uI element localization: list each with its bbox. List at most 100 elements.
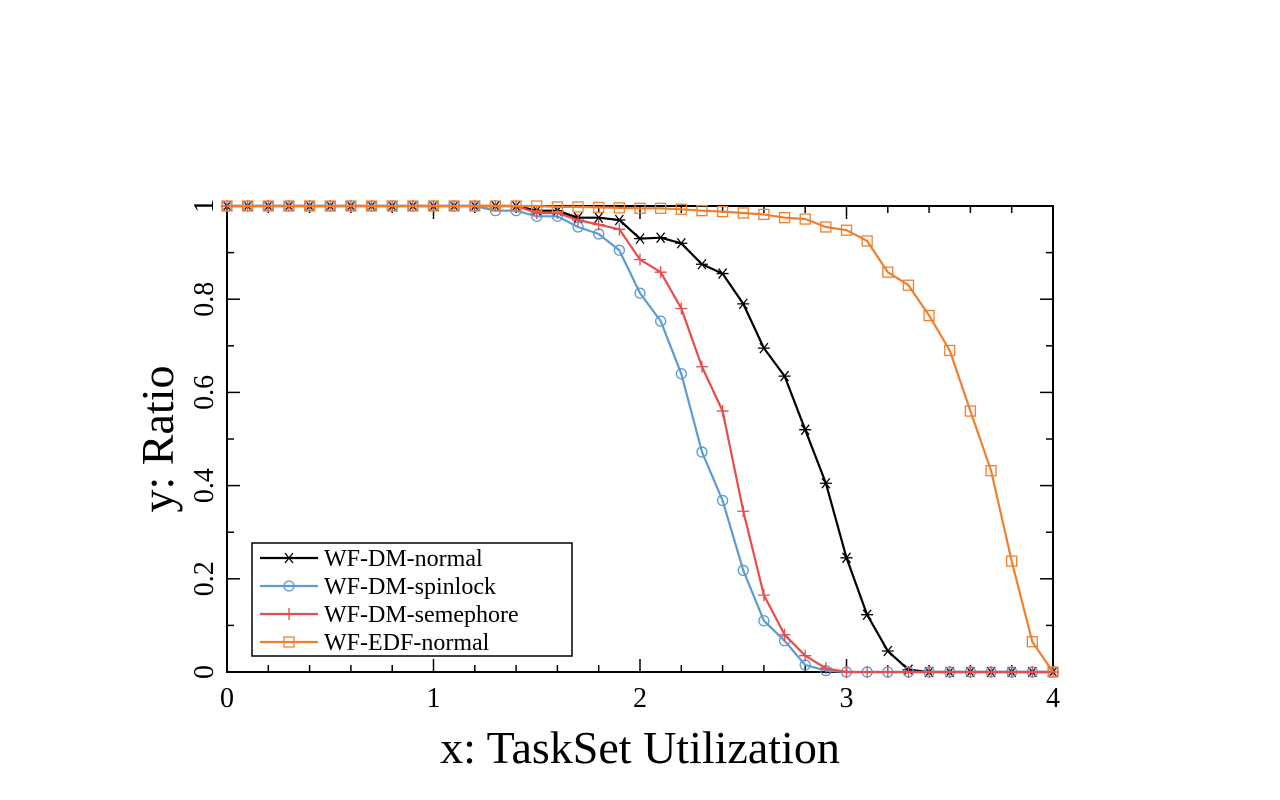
data-point bbox=[840, 666, 853, 678]
y-tick-label: 0.6 bbox=[189, 375, 220, 410]
data-point bbox=[985, 465, 997, 477]
data-point bbox=[882, 266, 894, 278]
data-point bbox=[778, 211, 791, 224]
data-point bbox=[675, 368, 687, 380]
y-axis-title: y: Ratio bbox=[132, 366, 183, 513]
data-point bbox=[757, 342, 770, 354]
legend-label: WF-DM-normal bbox=[324, 546, 483, 572]
data-point bbox=[510, 200, 522, 212]
data-point bbox=[923, 309, 935, 322]
x-tick-label: 3 bbox=[840, 683, 854, 714]
data-point bbox=[902, 279, 915, 291]
data-point bbox=[407, 200, 419, 212]
data-point bbox=[737, 298, 750, 310]
data-point bbox=[820, 221, 832, 233]
data-point bbox=[716, 205, 729, 218]
data-point bbox=[613, 223, 626, 236]
data-point bbox=[283, 580, 295, 592]
data-point bbox=[985, 666, 998, 678]
legend-item: WF-DM-semephore bbox=[260, 602, 519, 628]
data-point bbox=[716, 405, 729, 418]
data-point bbox=[551, 206, 564, 219]
x-tick-label: 1 bbox=[427, 683, 441, 714]
legend-label: WF-EDF-normal bbox=[324, 630, 490, 656]
x-tick-label: 4 bbox=[1046, 683, 1060, 714]
series-WF-EDF-normal bbox=[221, 200, 1059, 678]
data-point bbox=[696, 446, 708, 458]
data-point bbox=[840, 552, 853, 564]
series-line bbox=[227, 204, 1054, 673]
data-point bbox=[757, 589, 770, 602]
y-tick-label: 0 bbox=[189, 665, 220, 679]
data-point bbox=[1005, 666, 1018, 678]
data-point bbox=[799, 213, 811, 225]
data-point bbox=[861, 666, 874, 678]
data-point bbox=[840, 224, 853, 236]
data-point bbox=[675, 302, 688, 315]
data-point bbox=[758, 208, 770, 221]
data-point bbox=[655, 202, 667, 214]
data-point bbox=[902, 666, 915, 678]
data-point bbox=[283, 636, 295, 648]
y-tick-label: 0.2 bbox=[189, 561, 220, 596]
data-point bbox=[881, 645, 894, 657]
data-point bbox=[613, 202, 625, 214]
data-point bbox=[737, 564, 749, 577]
data-point bbox=[654, 266, 667, 279]
data-point bbox=[283, 552, 295, 564]
data-point bbox=[592, 212, 605, 224]
data-point bbox=[716, 494, 729, 507]
data-point bbox=[448, 200, 460, 212]
data-point bbox=[634, 253, 646, 266]
data-point bbox=[531, 200, 543, 212]
data-point bbox=[655, 315, 667, 327]
legend-item: WF-EDF-normal bbox=[260, 630, 490, 656]
data-point bbox=[613, 214, 626, 226]
data-point bbox=[283, 608, 295, 620]
data-point bbox=[737, 207, 749, 219]
data-point bbox=[778, 370, 791, 382]
data-point bbox=[469, 200, 481, 212]
legend: WF-DM-normalWF-DM-spinlockWF-DM-semephor… bbox=[251, 542, 573, 657]
data-point bbox=[819, 662, 832, 675]
data-point bbox=[964, 666, 977, 678]
data-point bbox=[613, 244, 625, 256]
x-axis-title: x: TaskSet Utilization bbox=[440, 722, 840, 773]
x-tick-label: 0 bbox=[220, 683, 234, 714]
data-point bbox=[944, 344, 956, 357]
data-point bbox=[778, 628, 791, 641]
data-point bbox=[964, 405, 977, 417]
data-point bbox=[737, 505, 750, 518]
data-point bbox=[695, 360, 708, 373]
data-point bbox=[283, 200, 295, 212]
data-point bbox=[303, 200, 316, 212]
y-tick-label: 0.8 bbox=[189, 282, 220, 317]
data-point bbox=[324, 200, 336, 212]
legend-label: WF-DM-semephore bbox=[324, 602, 519, 628]
data-point bbox=[634, 202, 646, 214]
data-point bbox=[943, 666, 956, 678]
data-point bbox=[592, 218, 605, 231]
data-point bbox=[221, 200, 233, 212]
data-point bbox=[489, 200, 502, 212]
legend-label: WF-DM-spinlock bbox=[324, 574, 496, 600]
x-tick-label: 2 bbox=[633, 683, 647, 714]
data-point bbox=[675, 203, 687, 215]
data-point bbox=[1026, 666, 1039, 678]
legend-box bbox=[251, 542, 573, 657]
y-tick-label: 1 bbox=[189, 199, 220, 213]
data-point bbox=[427, 200, 440, 212]
data-point bbox=[345, 200, 357, 212]
data-point bbox=[654, 232, 667, 244]
data-point bbox=[572, 213, 585, 226]
data-point bbox=[1006, 555, 1018, 567]
data-point bbox=[675, 237, 688, 249]
data-point bbox=[861, 609, 874, 621]
y-tick-label: 0.4 bbox=[189, 468, 220, 503]
data-point bbox=[262, 200, 274, 212]
data-point bbox=[758, 615, 770, 627]
data-point bbox=[799, 424, 812, 436]
data-point bbox=[881, 666, 894, 678]
